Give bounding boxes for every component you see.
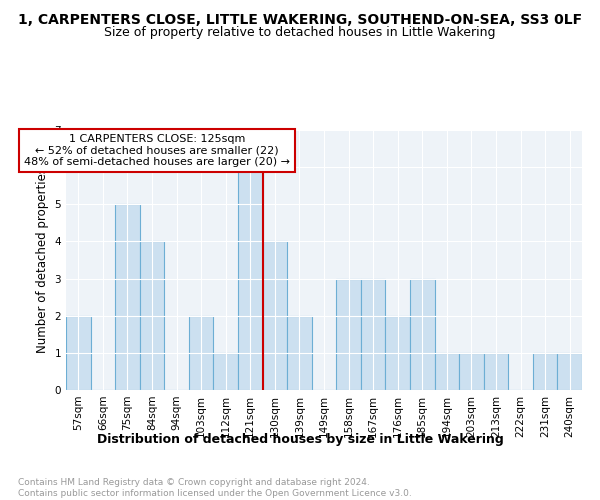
Text: Size of property relative to detached houses in Little Wakering: Size of property relative to detached ho… bbox=[104, 26, 496, 39]
Bar bbox=[484, 353, 508, 390]
Text: Distribution of detached houses by size in Little Wakering: Distribution of detached houses by size … bbox=[97, 432, 503, 446]
Bar bbox=[140, 242, 164, 390]
Bar bbox=[336, 278, 361, 390]
Bar bbox=[361, 278, 385, 390]
Bar bbox=[263, 242, 287, 390]
Bar bbox=[533, 353, 557, 390]
Text: Contains HM Land Registry data © Crown copyright and database right 2024.
Contai: Contains HM Land Registry data © Crown c… bbox=[18, 478, 412, 498]
Bar bbox=[434, 353, 459, 390]
Y-axis label: Number of detached properties: Number of detached properties bbox=[36, 167, 49, 353]
Text: 1 CARPENTERS CLOSE: 125sqm
← 52% of detached houses are smaller (22)
48% of semi: 1 CARPENTERS CLOSE: 125sqm ← 52% of deta… bbox=[24, 134, 290, 167]
Bar bbox=[189, 316, 214, 390]
Bar bbox=[385, 316, 410, 390]
Bar bbox=[459, 353, 484, 390]
Bar bbox=[557, 353, 582, 390]
Text: 1, CARPENTERS CLOSE, LITTLE WAKERING, SOUTHEND-ON-SEA, SS3 0LF: 1, CARPENTERS CLOSE, LITTLE WAKERING, SO… bbox=[18, 12, 582, 26]
Bar bbox=[238, 130, 263, 390]
Bar bbox=[410, 278, 434, 390]
Bar bbox=[115, 204, 140, 390]
Bar bbox=[214, 353, 238, 390]
Bar bbox=[287, 316, 312, 390]
Bar bbox=[66, 316, 91, 390]
